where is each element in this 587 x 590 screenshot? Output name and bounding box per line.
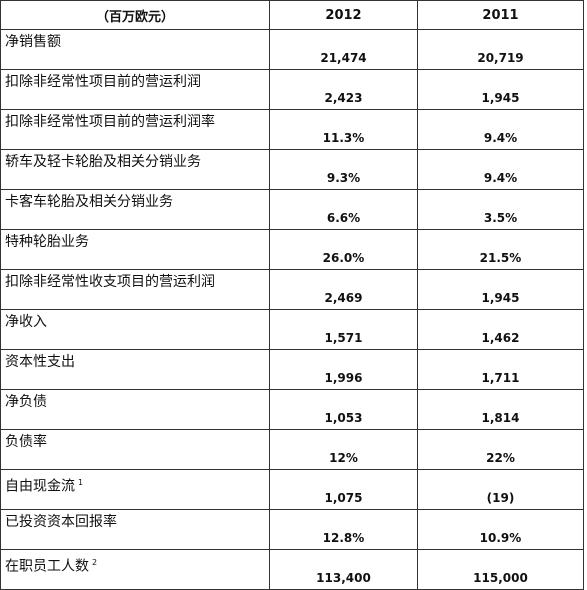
value-2012: 1,571 [269,309,418,350]
row-label: 资本性支出 [0,349,270,390]
value-2011: 1,945 [417,269,584,310]
row-label: 扣除非经常性项目前的营运利润率 [0,109,270,150]
table-header-row: （百万欧元） 2012 2011 [0,0,584,30]
value-2012: 11.3% [269,109,418,150]
table-row: 扣除非经常性项目前的营运利润率 11.3% 9.4% [0,109,584,150]
table-body: 净销售额 21,474 20,719 扣除非经常性项目前的营运利润 2,423 … [0,29,584,590]
header-unit: （百万欧元） [0,0,270,30]
row-label-text: 扣除非经常性项目前的营运利润率 [5,114,215,130]
footnote-marker: 1 [78,478,84,487]
row-label-text: 自由现金流 [5,478,75,495]
header-year-2011: 2011 [417,0,584,30]
row-label: 净销售额 [0,29,270,70]
row-label-text: 扣除非经常性收支项目的营运利润 [5,274,215,290]
table-row: 净收入 1,571 1,462 [0,309,584,350]
table-row: 卡客车轮胎及相关分销业务 6.6% 3.5% [0,189,584,230]
value-2012: 6.6% [269,189,418,230]
value-2011: 1,462 [417,309,584,350]
value-2011: 9.4% [417,109,584,150]
row-label-text: 在职员工人数 [5,558,89,575]
row-label: 已投资资本回报率 [0,509,270,550]
table-row: 扣除非经常性收支项目的营运利润 2,469 1,945 [0,269,584,310]
row-label: 特种轮胎业务 [0,229,270,270]
row-label-text: 轿车及轻卡轮胎及相关分销业务 [5,154,201,170]
value-2012: 9.3% [269,149,418,190]
value-2012: 113,400 [269,549,418,590]
row-label: 卡客车轮胎及相关分销业务 [0,189,270,230]
value-2011: 22% [417,429,584,470]
table-row: 自由现金流 1 1,075 (19) [0,469,584,510]
value-2012: 1,053 [269,389,418,430]
value-2011: 20,719 [417,29,584,70]
footnote-marker: 2 [92,558,98,567]
value-2011: 10.9% [417,509,584,550]
row-label: 扣除非经常性收支项目的营运利润 [0,269,270,310]
row-label: 轿车及轻卡轮胎及相关分销业务 [0,149,270,190]
row-label-text: 已投资资本回报率 [5,514,117,530]
table-row: 净负债 1,053 1,814 [0,389,584,430]
value-2012: 12.8% [269,509,418,550]
row-label: 自由现金流 1 [0,469,270,510]
row-label-text: 资本性支出 [5,354,75,370]
value-2012: 1,075 [269,469,418,510]
table-row: 已投资资本回报率 12.8% 10.9% [0,509,584,550]
value-2011: 1,711 [417,349,584,390]
row-label-text: 净销售额 [5,34,61,50]
value-2011: 3.5% [417,189,584,230]
table-row: 轿车及轻卡轮胎及相关分销业务 9.3% 9.4% [0,149,584,190]
row-label: 净收入 [0,309,270,350]
value-2012: 26.0% [269,229,418,270]
table-row: 扣除非经常性项目前的营运利润 2,423 1,945 [0,69,584,110]
value-2011: 9.4% [417,149,584,190]
table-row: 资本性支出 1,996 1,711 [0,349,584,390]
value-2012: 12% [269,429,418,470]
value-2011: 21.5% [417,229,584,270]
value-2012: 21,474 [269,29,418,70]
row-label-text: 卡客车轮胎及相关分销业务 [5,194,173,210]
table-row: 在职员工人数 2 113,400 115,000 [0,549,584,590]
row-label-text: 扣除非经常性项目前的营运利润 [5,74,201,90]
value-2012: 2,469 [269,269,418,310]
value-2011: (19) [417,469,584,510]
table-row: 特种轮胎业务 26.0% 21.5% [0,229,584,270]
value-2011: 115,000 [417,549,584,590]
header-year-2012: 2012 [269,0,418,30]
value-2012: 2,423 [269,69,418,110]
value-2012: 1,996 [269,349,418,390]
row-label: 在职员工人数 2 [0,549,270,590]
table-row: 负债率 12% 22% [0,429,584,470]
row-label: 净负债 [0,389,270,430]
value-2011: 1,945 [417,69,584,110]
row-label: 负债率 [0,429,270,470]
row-label-text: 特种轮胎业务 [5,234,89,250]
table-row: 净销售额 21,474 20,719 [0,29,584,70]
row-label: 扣除非经常性项目前的营运利润 [0,69,270,110]
row-label-text: 净收入 [5,314,47,330]
row-label-text: 负债率 [5,434,47,450]
value-2011: 1,814 [417,389,584,430]
row-label-text: 净负债 [5,394,47,410]
